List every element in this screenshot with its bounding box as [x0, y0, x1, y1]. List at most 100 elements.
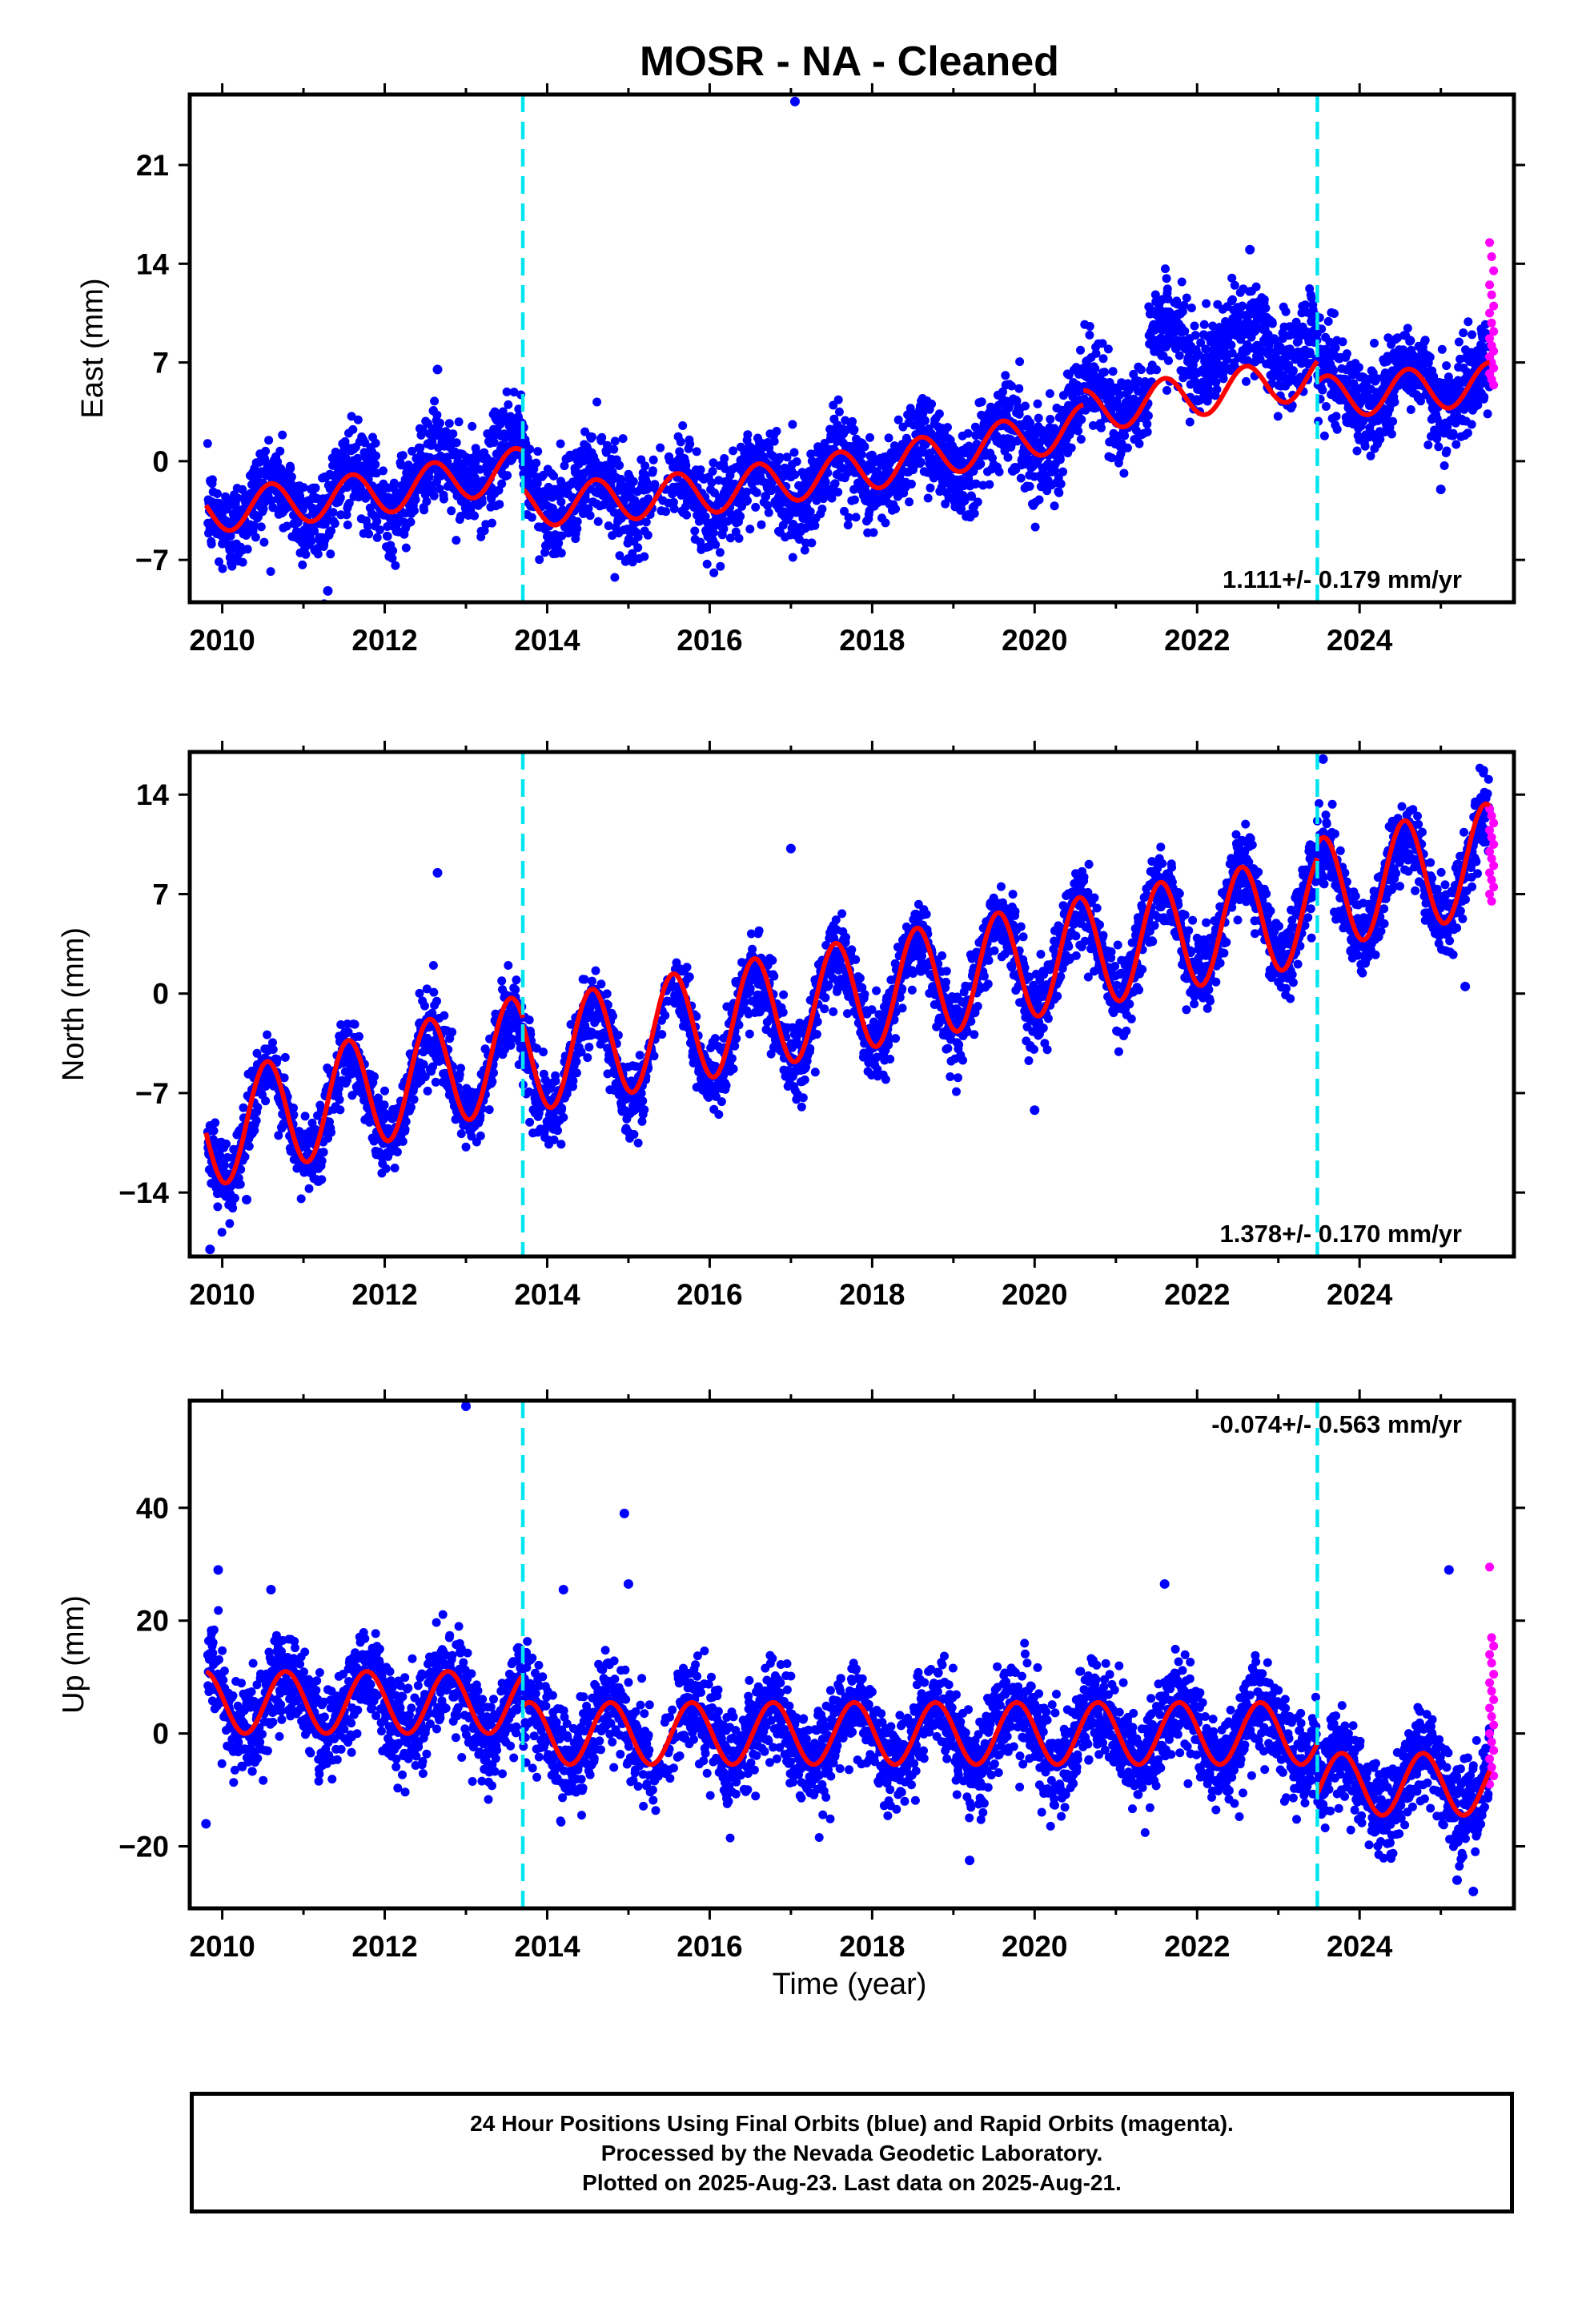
east-final-point [769, 436, 779, 446]
north-final-point [497, 976, 507, 986]
east-final-point [819, 494, 828, 504]
east-final-point [1199, 320, 1209, 329]
east-final-point [1174, 351, 1184, 360]
north-final-point [317, 1156, 327, 1166]
east-final-point [215, 557, 223, 566]
east-final-point [1261, 304, 1271, 313]
east-final-point [256, 522, 266, 532]
east-final-point [1228, 295, 1237, 304]
east-final-point [615, 460, 624, 470]
east-final-point [264, 436, 274, 445]
north-final-point [524, 1015, 534, 1025]
east-final-point [1071, 363, 1081, 372]
east-final-point [452, 438, 461, 448]
east-final-point [780, 463, 789, 472]
east-final-point [1088, 420, 1098, 430]
east-final-point [1318, 385, 1327, 395]
east-final-point [642, 477, 652, 487]
east-final-point [1180, 327, 1190, 336]
east-final-point [1162, 386, 1171, 395]
east-final-point [406, 517, 416, 527]
east-x-tick-label: 2018 [839, 624, 905, 657]
east-final-point [610, 573, 620, 582]
east-final-point [502, 387, 512, 396]
east-final-point [1142, 420, 1152, 428]
east-final-point [1030, 522, 1040, 532]
north-panel: 2010 2012 2014 2016 2018 2020 2022 2024 −14−707… [57, 741, 1525, 1311]
east-final-point [1243, 356, 1252, 365]
east-final-point [1152, 365, 1161, 375]
east-rapid-point [1487, 290, 1496, 300]
east-final-point [794, 535, 804, 544]
east-final-point [1406, 405, 1415, 414]
east-final-point [923, 493, 933, 503]
east-final-point [643, 530, 652, 540]
east-final-point [398, 451, 408, 460]
east-final-point [1483, 409, 1492, 419]
east-final-point [1179, 300, 1189, 310]
east-final-point [731, 527, 741, 537]
east-final-point [1098, 354, 1108, 364]
east-x-tick-label: 2020 [1002, 624, 1067, 657]
east-y-tick-label: 7 [152, 347, 169, 380]
east-final-point [488, 518, 496, 528]
east-final-point [960, 496, 970, 505]
east-final-point [313, 549, 323, 559]
east-final-point [1323, 316, 1333, 326]
east-final-point [251, 533, 260, 542]
east-final-point [477, 497, 487, 507]
east-final-point [969, 466, 978, 476]
east-final-point [383, 532, 392, 541]
east-final-point [299, 483, 308, 493]
east-final-point [817, 505, 827, 514]
east-outlier-point [1245, 244, 1255, 255]
east-final-point [207, 475, 217, 485]
north-final-point [228, 1204, 238, 1213]
east-y-axis-label: East (mm) [76, 278, 110, 418]
east-final-point [609, 508, 619, 517]
east-final-point [973, 497, 982, 507]
east-final-point [353, 415, 363, 424]
east-final-point [525, 444, 535, 454]
east-final-point [1136, 365, 1146, 375]
east-final-point [884, 489, 893, 499]
east-final-point [905, 497, 914, 507]
east-x-tick-label: 2022 [1164, 624, 1230, 657]
east-final-point [926, 483, 935, 493]
chart-title: MOSR - NA - Cleaned [640, 38, 1059, 85]
east-final-point [535, 555, 544, 565]
east-final-point [601, 448, 611, 457]
east-x-tick-label: 2014 [514, 624, 580, 657]
east-final-point [976, 459, 986, 468]
east-final-point [851, 513, 861, 522]
north-final-point [304, 1184, 314, 1193]
east-final-point [503, 471, 512, 480]
east-final-point [227, 561, 237, 571]
east-final-point [580, 494, 590, 504]
east-final-point [533, 447, 543, 456]
north-final-point [217, 1228, 227, 1237]
east-final-point [391, 561, 400, 570]
east-final-point [1077, 415, 1086, 424]
east-final-point [1046, 415, 1055, 424]
east-final-point [1123, 379, 1133, 388]
east-final-point [764, 508, 773, 517]
east-final-point [424, 472, 434, 482]
east-final-point [682, 510, 692, 520]
north-final-point [409, 1095, 419, 1104]
east-final-point [1100, 368, 1110, 377]
east-final-point [218, 564, 227, 573]
east-final-point [286, 464, 295, 473]
east-rate-label: 1.111+/- 0.179 mm/yr [1223, 565, 1462, 593]
east-final-point [1143, 411, 1153, 420]
north-final-point [370, 1072, 379, 1081]
east-final-point [1150, 290, 1160, 300]
north-final-point [398, 1136, 408, 1146]
east-final-point [1098, 339, 1107, 348]
east-final-point [364, 529, 374, 539]
east-final-point [1120, 431, 1130, 440]
east-final-point [1014, 384, 1024, 393]
east-final-point [588, 432, 596, 442]
east-final-point [615, 551, 624, 561]
